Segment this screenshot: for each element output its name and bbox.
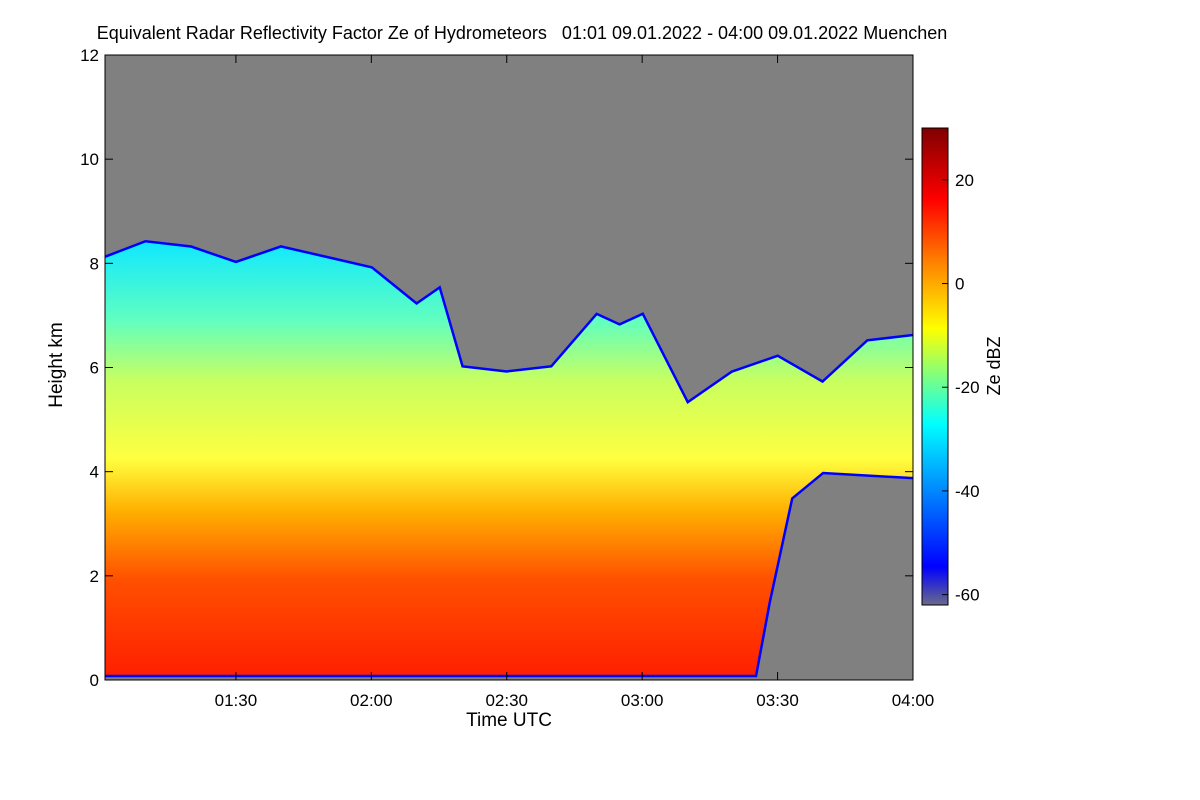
chart-title: Equivalent Radar Reflectivity Factor Ze … (97, 23, 948, 43)
x-tick-label: 04:00 (892, 691, 935, 710)
y-tick-label: 6 (90, 359, 99, 378)
x-axis-label: Time UTC (466, 710, 552, 731)
y-tick-label: 10 (80, 150, 99, 169)
colorbar-ticks: 20 0 -20 -40 -60 (942, 171, 980, 605)
plot-area (105, 55, 913, 680)
x-tick-label: 02:30 (485, 691, 528, 710)
colorbar-tick-label: 0 (955, 275, 964, 294)
x-tick-label: 03:30 (756, 691, 799, 710)
colorbar-tick-label: 20 (955, 171, 974, 190)
colorbar: 20 0 -20 -40 -60 Ze dBZ (921, 127, 1004, 606)
colorbar-tick-label: -20 (955, 378, 980, 397)
x-tick-label: 02:00 (350, 691, 393, 710)
y-axis-label: Height km (46, 322, 67, 408)
colorbar-tick-label: -40 (955, 482, 980, 501)
colorbar-gradient (921, 127, 949, 606)
y-tick-label: 0 (90, 671, 99, 690)
colorbar-tick-label: -60 (955, 586, 980, 605)
y-tick-label: 4 (90, 463, 99, 482)
colorbar-label: Ze dBZ (984, 336, 1004, 395)
y-tick-label: 2 (90, 567, 99, 586)
echo-area (105, 242, 913, 675)
x-axis: 01:30 02:00 02:30 03:00 03:30 04:00 (215, 55, 935, 710)
x-tick-label: 03:00 (621, 691, 664, 710)
x-tick-label: 01:30 (215, 691, 258, 710)
y-axis: 0 2 4 6 8 10 12 (80, 46, 913, 690)
y-tick-label: 12 (80, 46, 99, 65)
y-tick-label: 8 (90, 254, 99, 273)
